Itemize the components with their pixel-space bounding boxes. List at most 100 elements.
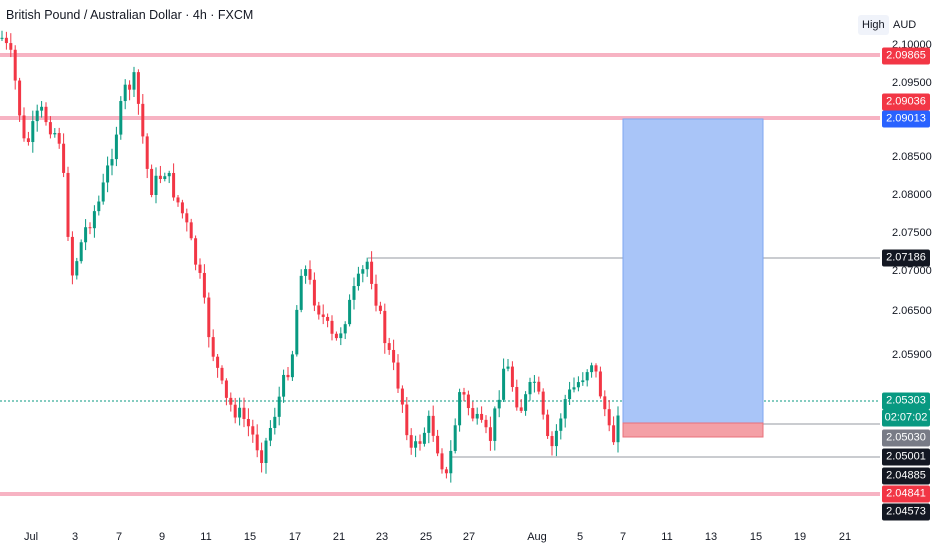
candle-body xyxy=(343,324,347,334)
current-price-tag[interactable]: 2.05303 xyxy=(882,392,930,410)
candle-body xyxy=(427,415,431,433)
candle-body xyxy=(268,427,272,441)
candle-body xyxy=(255,434,259,451)
price-tag[interactable]: 2.05001 xyxy=(882,448,930,466)
candle-body xyxy=(9,43,13,50)
candle-body xyxy=(79,242,83,262)
price-tag[interactable]: 2.05030 xyxy=(882,429,930,447)
candle-body xyxy=(66,172,70,237)
candle-body xyxy=(493,408,497,441)
candle-body xyxy=(277,396,281,417)
candle-body xyxy=(361,269,365,274)
candle-body xyxy=(62,143,66,173)
candle-body xyxy=(26,138,30,143)
candle-body xyxy=(35,110,39,122)
time-label: 3 xyxy=(71,531,79,543)
time-axis[interactable]: Jul 3 7 9 11 15 17 21 23 25 27 Aug 5 7 1… xyxy=(0,523,880,550)
candle-body xyxy=(515,387,519,408)
currency-button[interactable]: AUD xyxy=(893,19,917,31)
price-tag[interactable]: 2.04841 xyxy=(882,485,930,503)
candle-body xyxy=(594,365,598,372)
candlestick-chart[interactable] xyxy=(0,0,880,523)
candle-body xyxy=(449,450,453,474)
price-tag[interactable]: 2.04885 xyxy=(882,467,930,485)
candle-body xyxy=(216,356,220,368)
chart-title: British Pound / Australian Dollar · 4h ·… xyxy=(6,8,254,22)
candle-body xyxy=(150,168,154,195)
candle-body xyxy=(299,275,303,310)
time-label: 19 xyxy=(793,531,807,543)
candle-body xyxy=(418,441,422,444)
candle-body xyxy=(202,272,206,298)
candle-body xyxy=(233,404,237,418)
candle-body xyxy=(136,72,140,104)
candle-body xyxy=(0,37,4,39)
price-tag[interactable]: 2.09013 xyxy=(882,110,930,128)
candle-body xyxy=(616,415,620,443)
time-label: 23 xyxy=(375,531,389,543)
time-label: 21 xyxy=(838,531,852,543)
candle-body xyxy=(585,372,589,381)
candle-body xyxy=(462,392,466,395)
target-zone[interactable] xyxy=(622,118,764,424)
candle-body xyxy=(180,202,184,214)
candle-body xyxy=(4,37,8,44)
candle-body xyxy=(44,106,48,123)
candle-body xyxy=(541,391,545,415)
candle-body xyxy=(330,320,334,334)
candle-body xyxy=(568,389,572,400)
candle-body xyxy=(264,440,268,463)
resistance-line-upper[interactable] xyxy=(0,116,880,120)
candle-body xyxy=(510,366,514,388)
candle-body xyxy=(110,159,114,166)
time-label: 11 xyxy=(661,531,673,543)
price-tick: 2.09500 xyxy=(892,77,932,89)
price-tick: 2.08500 xyxy=(892,151,932,163)
candle-body xyxy=(97,201,101,212)
candle-body xyxy=(581,380,585,383)
candle-body xyxy=(572,387,576,390)
candle-body xyxy=(282,374,286,397)
candle-body xyxy=(458,392,462,426)
support-line-bottom[interactable] xyxy=(0,492,880,496)
time-label: 7 xyxy=(619,531,627,543)
time-label: 25 xyxy=(419,531,433,543)
candle-body xyxy=(304,269,308,276)
candle-body xyxy=(471,408,475,419)
candle-body xyxy=(484,419,488,428)
candle-body xyxy=(48,122,52,135)
time-label: 5 xyxy=(576,531,584,543)
candle-body xyxy=(88,227,92,229)
time-label: 21 xyxy=(332,531,346,543)
candle-body xyxy=(40,106,44,111)
time-label: Jul xyxy=(23,531,39,543)
candle-body xyxy=(57,133,61,144)
candle-body xyxy=(370,261,374,284)
candle-body xyxy=(396,362,400,389)
candle-body xyxy=(554,430,558,447)
price-tag[interactable]: 2.09865 xyxy=(882,47,930,65)
resistance-line-top[interactable] xyxy=(0,53,880,57)
price-tag[interactable]: 2.04573 xyxy=(882,503,930,521)
stop-loss-zone[interactable] xyxy=(622,422,764,438)
candle-body xyxy=(211,337,215,357)
candle-body xyxy=(119,101,123,135)
chart-plot-area[interactable]: British Pound / Australian Dollar · 4h ·… xyxy=(0,0,880,523)
candle-body xyxy=(84,227,88,243)
high-button[interactable]: High xyxy=(858,15,889,35)
price-tag[interactable]: 2.07186 xyxy=(882,249,930,267)
candle-body xyxy=(414,441,418,448)
price-tag[interactable]: 2.09036 xyxy=(882,93,930,111)
candle-body xyxy=(123,84,127,102)
candle-body xyxy=(524,394,528,411)
candle-body xyxy=(339,333,343,339)
candle-body xyxy=(550,436,554,447)
candle-body xyxy=(440,453,444,470)
candle-body xyxy=(453,425,457,451)
candle-body xyxy=(466,394,470,409)
time-label: 11 xyxy=(200,531,212,543)
candle-body xyxy=(537,381,541,392)
candle-body xyxy=(70,236,74,276)
candle-body xyxy=(167,172,171,177)
candle-body xyxy=(532,381,536,383)
